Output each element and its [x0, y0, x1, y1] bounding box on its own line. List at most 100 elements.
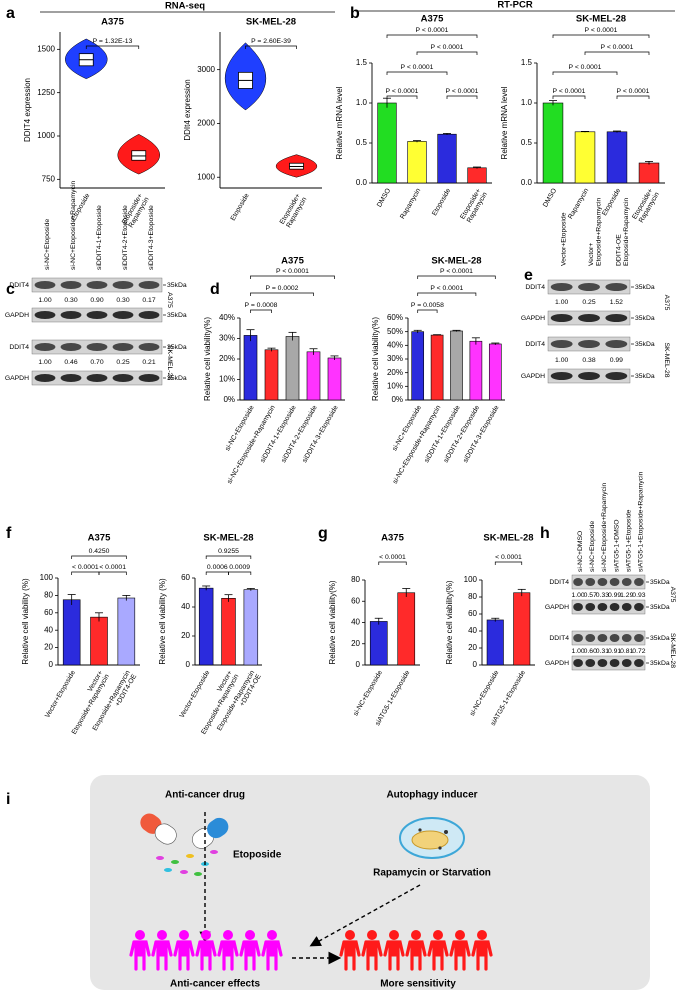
band — [138, 311, 160, 319]
band — [609, 634, 620, 642]
band — [621, 634, 632, 642]
comparison-bracket — [386, 71, 448, 75]
size-marker: 35kDa — [650, 660, 670, 667]
comparison-bracket — [494, 561, 523, 565]
band — [605, 372, 628, 380]
row-label: GAPDH — [521, 373, 545, 380]
band — [578, 372, 600, 380]
y-tick-label: 20 — [468, 643, 477, 652]
row-label: GAPDH — [5, 312, 29, 319]
band — [86, 281, 108, 289]
bar — [327, 357, 342, 401]
cell-line-label: SK-MEL-28 — [166, 345, 173, 380]
comparison-bracket — [584, 51, 650, 55]
x-tick-label: siDDIT4-1+Etoposide — [423, 404, 462, 464]
person-head — [157, 930, 167, 940]
band — [34, 311, 56, 319]
lane-label: Vector+Etoposide — [560, 212, 567, 266]
panel-label: d — [210, 281, 220, 298]
p-value: P = 0.0002 — [266, 285, 299, 292]
y-axis-label: DDIT4 expression — [23, 78, 32, 142]
bar — [488, 343, 502, 401]
person-icon — [239, 930, 261, 971]
p-value: P < 0.0001 — [430, 285, 463, 292]
size-marker: 35kDa — [167, 312, 187, 319]
lane-label: siDDIT4-3+Etoposide — [148, 205, 155, 270]
p-value: P < 0.0001 — [401, 64, 434, 71]
row-label: DDIT4 — [549, 635, 569, 642]
quantification: 0.25 — [116, 359, 129, 366]
y-tick-label: 0 — [356, 660, 361, 669]
p-value: P < 0.0001 — [276, 268, 309, 275]
y-tick-label: 1.0 — [521, 98, 533, 107]
y-tick-label: 0.5 — [521, 138, 533, 147]
x-tick-label: siDDIT4-3+Etoposide — [462, 404, 501, 464]
person-icon — [217, 930, 239, 971]
quantification: 1.00 — [555, 299, 568, 306]
bar — [486, 619, 504, 666]
row-label: DDIT4 — [9, 344, 29, 351]
p-value: < 0.0001 — [495, 554, 522, 561]
p-value: < 0.0001 — [72, 564, 99, 571]
panel-label: b — [350, 5, 360, 22]
comparison-bracket — [85, 45, 140, 49]
person-icon — [427, 930, 449, 971]
p-value: < 0.0001 — [99, 564, 126, 571]
blot-strip — [571, 630, 646, 646]
bar — [264, 349, 279, 401]
person-torso — [344, 940, 356, 957]
person-head — [245, 930, 255, 940]
p-value: P < 0.0001 — [601, 44, 634, 51]
y-tick-label: 0.0 — [356, 178, 368, 187]
band — [585, 659, 596, 667]
y-tick-label: 0 — [49, 660, 54, 669]
y-tick-label: 100 — [464, 575, 478, 584]
y-axis-label: Relative cell viability(%) — [445, 580, 454, 664]
band — [34, 343, 56, 351]
panel-label: i — [6, 791, 10, 808]
comparison-bracket — [417, 309, 438, 313]
x-tick-label: Etoposide — [601, 187, 622, 217]
quantification: 0.70 — [90, 359, 103, 366]
bar — [430, 334, 444, 401]
x-tick-label: Vector+Etoposide — [179, 669, 212, 719]
diagram-text: Anti-cancer effects — [170, 979, 260, 990]
p-value: 0.9255 — [218, 548, 239, 555]
y-tick-label: 50% — [387, 327, 403, 336]
p-value: P < 0.0001 — [446, 88, 479, 95]
y-tick-label: 40 — [44, 625, 53, 634]
p-value: P < 0.0001 — [569, 64, 602, 71]
person-body — [261, 940, 283, 971]
size-marker: 35kDa — [635, 315, 655, 322]
p-value: 0.0009 — [229, 564, 250, 571]
text-line: Etoposide+Rapamycin — [623, 198, 630, 266]
y-axis-label: Relative cell viability(%) — [203, 317, 212, 401]
y-tick-label: 40 — [181, 602, 190, 611]
comparison-bracket — [416, 51, 478, 55]
chart-title: A375 — [421, 14, 444, 25]
band — [550, 283, 573, 291]
y-axis-label: Relative cell viability (%) — [158, 578, 167, 665]
quantification: 0.17 — [142, 297, 155, 304]
chart-title: A375 — [88, 533, 111, 544]
quantification: 0.25 — [582, 299, 595, 306]
quantification: 0.21 — [142, 359, 155, 366]
comparison-bracket — [250, 309, 272, 313]
bar — [90, 616, 108, 666]
quantification: 1.00 — [555, 357, 568, 364]
band — [597, 634, 608, 642]
bar — [437, 133, 457, 184]
p-value: P < 0.0001 — [617, 88, 650, 95]
person-head — [267, 930, 277, 940]
y-tick-label: 3000 — [197, 65, 215, 74]
panel-label: h — [540, 525, 550, 542]
band — [60, 374, 82, 382]
band — [60, 281, 82, 289]
comparison-bracket — [98, 571, 127, 575]
y-tick-label: 80 — [351, 575, 360, 584]
y-tick-label: 60% — [387, 313, 403, 322]
y-tick-label: 1500 — [37, 44, 55, 53]
bar — [450, 330, 463, 401]
size-marker: 35kDa — [167, 375, 187, 382]
band — [112, 281, 134, 289]
